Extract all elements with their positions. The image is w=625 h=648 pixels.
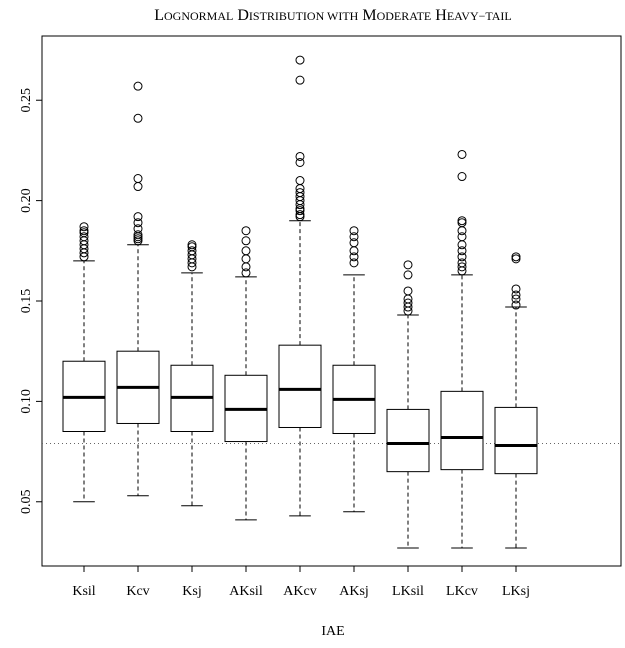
plot-frame <box>41 35 622 567</box>
chart-title: LOGNORMAL DISTRIBUTION WITH MODERATE HEA… <box>154 7 512 24</box>
outlier-point <box>457 252 467 262</box>
y-tick-label: 0.15 <box>19 289 34 314</box>
outlier-point <box>457 262 467 272</box>
x-axis: Ksil Kcv Ksj AKsil AKcv AKsj LKsil LKcv LKsj <box>72 566 530 599</box>
x-tick-label: Ksil <box>72 584 95 599</box>
plot-area <box>41 35 622 567</box>
outlier-point <box>79 232 89 242</box>
x-axis-label: IAE <box>321 624 344 639</box>
outlier-point <box>457 172 467 182</box>
x-tick-label: LKsj <box>502 584 530 599</box>
outlier-point <box>133 224 143 234</box>
outlier-point <box>133 218 143 228</box>
outlier-point <box>133 230 143 240</box>
outlier-point <box>511 254 521 264</box>
outlier-point <box>349 252 359 262</box>
y-tick-label: 0.10 <box>19 389 34 414</box>
outlier-point <box>295 176 305 186</box>
x-tick-label: AKsj <box>339 584 369 599</box>
outlier-point <box>511 252 521 262</box>
outlier-point <box>403 298 413 308</box>
outlier-point <box>457 246 467 256</box>
outlier-point <box>457 218 467 228</box>
outlier-point <box>241 262 251 272</box>
outlier-point <box>241 246 251 256</box>
outlier-point <box>511 294 521 304</box>
x-tick-label: Kcv <box>126 584 149 599</box>
box-lksil <box>386 260 430 549</box>
box-lkcv <box>440 149 484 549</box>
outlier-point <box>457 216 467 226</box>
iqr-box <box>440 390 484 471</box>
outlier-point <box>295 188 305 198</box>
box-ksj <box>170 240 214 507</box>
box-akcv <box>278 55 322 517</box>
outlier-point <box>79 226 89 236</box>
iqr-box <box>386 408 430 473</box>
outlier-point <box>511 284 521 294</box>
y-tick-label: 0.25 <box>19 88 34 113</box>
outlier-point <box>241 236 251 246</box>
outlier-point <box>241 254 251 264</box>
outlier-point <box>187 246 197 256</box>
outlier-point <box>295 157 305 167</box>
outlier-point <box>511 300 521 310</box>
outlier-point <box>133 81 143 91</box>
outlier-point <box>511 290 521 300</box>
outlier-point <box>457 149 467 159</box>
outlier-point <box>295 151 305 161</box>
box-lksj <box>494 252 538 549</box>
outlier-point <box>349 246 359 256</box>
outlier-point <box>133 113 143 123</box>
outlier-point <box>241 268 251 278</box>
outlier-point <box>457 240 467 250</box>
outlier-point <box>133 182 143 192</box>
outlier-point <box>403 260 413 270</box>
box-aksj <box>332 226 376 513</box>
outlier-point <box>403 270 413 280</box>
outlier-point <box>295 75 305 85</box>
x-tick-label: LKcv <box>446 584 478 599</box>
outlier-point <box>241 226 251 236</box>
boxes <box>62 55 538 549</box>
outlier-point <box>295 55 305 65</box>
outlier-point <box>349 232 359 242</box>
outlier-point <box>295 210 305 220</box>
x-tick-label: AKsil <box>229 584 263 599</box>
iqr-box <box>278 344 322 428</box>
iqr-box <box>494 406 538 475</box>
y-axis: 0.05 0.10 0.15 0.20 0.25 <box>19 88 42 514</box>
x-tick-label: Ksj <box>182 584 201 599</box>
outlier-point <box>349 238 359 248</box>
outlier-point <box>457 226 467 236</box>
outlier-point <box>457 232 467 242</box>
outlier-point <box>187 240 197 250</box>
outlier-point <box>133 174 143 184</box>
outlier-point <box>349 226 359 236</box>
x-tick-label: AKcv <box>283 584 316 599</box>
box-kcv <box>116 81 160 497</box>
outlier-point <box>79 222 89 232</box>
outlier-point <box>457 258 467 268</box>
box-aksil <box>224 226 268 521</box>
outlier-point <box>133 212 143 222</box>
x-tick-label: LKsil <box>392 584 424 599</box>
y-tick-label: 0.20 <box>19 188 34 213</box>
box-ksil <box>62 222 106 503</box>
outlier-point <box>349 258 359 268</box>
y-tick-label: 0.05 <box>19 490 34 515</box>
outlier-point <box>403 286 413 296</box>
